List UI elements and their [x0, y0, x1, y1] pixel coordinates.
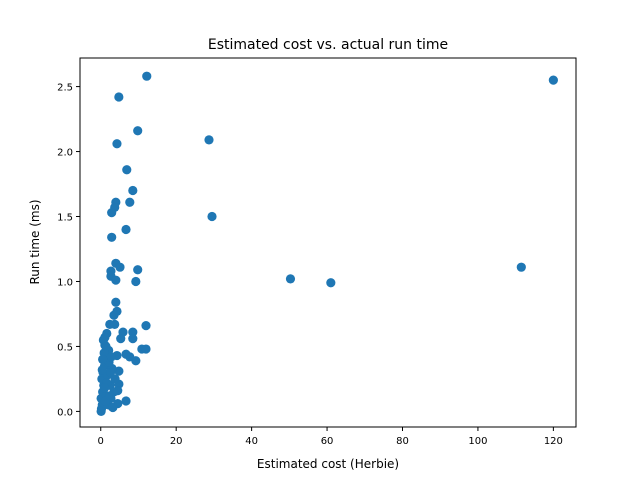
data-point [285, 274, 296, 284]
plot-frame [79, 57, 577, 428]
points-layer [96, 71, 558, 417]
data-point [204, 135, 214, 145]
data-point [108, 402, 118, 413]
data-point [105, 391, 115, 401]
y-tick-label: 1.0 [57, 277, 73, 288]
y-tick-label: 0.0 [57, 407, 73, 418]
data-point [121, 396, 131, 406]
data-point [114, 92, 124, 102]
x-axis: 0 20 40 60 80 100 120 [98, 427, 563, 447]
x-tick-label: 40 [245, 436, 258, 447]
x-tick-label: 60 [321, 436, 334, 447]
data-point [106, 352, 116, 362]
data-point [107, 232, 117, 242]
y-tick-label: 1.5 [57, 213, 73, 224]
data-point [131, 356, 141, 366]
data-point [128, 327, 138, 337]
data-point [548, 75, 558, 85]
data-point [128, 334, 138, 344]
y-tick-label: 0.5 [57, 342, 73, 353]
data-point [110, 319, 120, 329]
y-axis-label: Run time (ms) [28, 199, 42, 284]
x-axis-label: Estimated cost (Herbie) [257, 457, 399, 471]
data-point [141, 321, 151, 331]
data-point [105, 367, 116, 378]
data-point [101, 341, 111, 352]
data-point [116, 334, 126, 344]
x-tick-label: 0 [98, 436, 104, 447]
data-point [133, 126, 143, 136]
data-point [96, 406, 106, 417]
data-point [111, 275, 121, 285]
x-tick-label: 120 [544, 436, 563, 447]
x-tick-label: 100 [468, 436, 487, 447]
data-point [142, 71, 152, 81]
y-tick-label: 2.0 [57, 148, 73, 159]
data-point [125, 197, 135, 207]
chart-title: Estimated cost vs. actual run time [208, 37, 448, 53]
y-tick-label: 2.5 [57, 83, 73, 94]
x-tick-label: 20 [170, 436, 183, 447]
x-tick-label: 80 [396, 436, 409, 447]
data-point [115, 262, 125, 272]
data-point [110, 374, 120, 384]
data-point [121, 349, 131, 359]
data-point [326, 278, 336, 288]
data-point [112, 139, 122, 149]
data-point [128, 185, 138, 196]
data-point [99, 383, 110, 393]
data-point [98, 354, 108, 365]
data-point [121, 224, 131, 235]
data-point [133, 265, 143, 275]
data-point [111, 297, 121, 307]
data-point [141, 344, 151, 354]
data-point [109, 310, 119, 320]
data-point [131, 276, 141, 287]
data-point [207, 211, 217, 222]
y-axis: 0.0 0.5 1.0 1.5 2.0 2.5 [57, 83, 80, 418]
data-point [516, 262, 526, 272]
data-point [122, 165, 132, 175]
data-point [97, 365, 107, 375]
data-point [107, 208, 117, 218]
